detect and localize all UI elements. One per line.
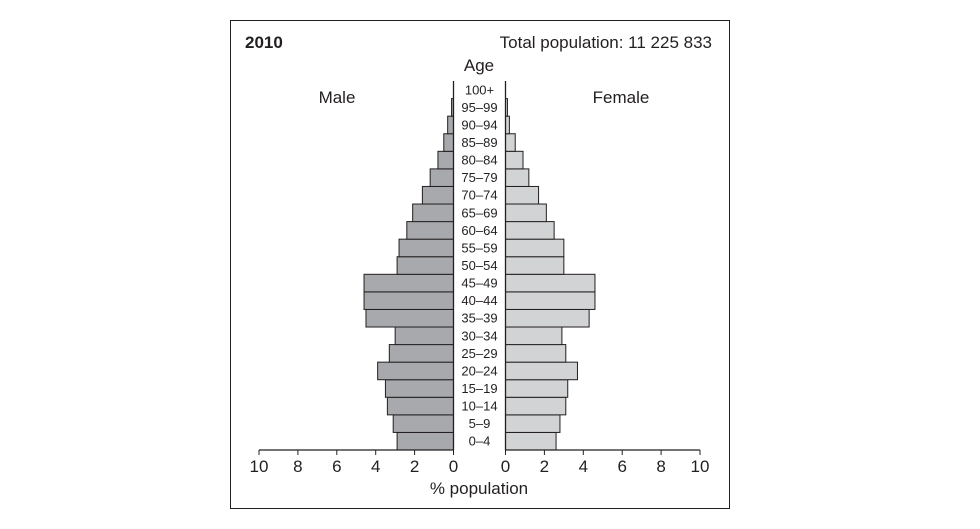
bar-female-70–74 — [505, 185, 540, 205]
age-label: 10–14 — [461, 399, 497, 414]
bar-female-55–59 — [505, 238, 565, 258]
bar-male-65–69 — [412, 203, 454, 223]
bar-male-80–84 — [437, 150, 455, 170]
male-label: Male — [319, 88, 356, 107]
total-population-label: Total population: 11 225 833 — [500, 33, 712, 52]
bar-male-75–79 — [429, 168, 455, 187]
age-label: 100+ — [465, 82, 494, 97]
bar-female-85–89 — [505, 133, 516, 152]
bar-male-10–14 — [386, 396, 454, 416]
tick-label-male: 10 — [250, 457, 269, 476]
bar-female-65–69 — [505, 203, 547, 223]
bar-male-35–39 — [365, 308, 455, 328]
bar-male-45–49 — [363, 273, 454, 293]
bar-female-0–4 — [505, 431, 557, 451]
bar-male-90–94 — [447, 115, 455, 135]
age-label: 65–69 — [461, 205, 497, 220]
bar-male-15–19 — [384, 379, 454, 398]
age-label: 90–94 — [461, 117, 497, 132]
bar-female-75–79 — [505, 168, 530, 187]
bar-male-50–54 — [396, 256, 454, 275]
age-label: 20–24 — [461, 363, 497, 378]
age-label: 95–99 — [461, 100, 497, 115]
bar-female-40–44 — [505, 291, 596, 310]
age-label: 25–29 — [461, 346, 497, 361]
tick-label-male: 8 — [293, 457, 302, 476]
age-axis-label: Age — [464, 56, 494, 75]
age-label: 55–59 — [461, 240, 497, 255]
bar-female-10–14 — [505, 396, 567, 416]
tick-label-female: 10 — [691, 457, 710, 476]
bar-female-20–24 — [505, 361, 578, 381]
bar-male-60–64 — [406, 221, 455, 240]
x-axis-label: % population — [430, 479, 528, 498]
bar-female-5–9 — [505, 414, 561, 433]
female-label: Female — [593, 88, 650, 107]
chart-frame — [230, 20, 730, 509]
age-label: 70–74 — [461, 188, 497, 203]
bar-male-5–9 — [392, 414, 454, 433]
age-label: 85–89 — [461, 135, 497, 150]
age-label: 75–79 — [461, 170, 497, 185]
tick-label-female: 4 — [579, 457, 588, 476]
tick-label-male: 0 — [449, 457, 458, 476]
age-label: 40–44 — [461, 293, 497, 308]
bar-male-55–59 — [398, 238, 455, 258]
bar-male-70–74 — [421, 185, 455, 205]
bar-male-25–29 — [388, 344, 454, 363]
age-label: 80–84 — [461, 153, 497, 168]
age-label: 45–49 — [461, 276, 497, 291]
tick-label-female: 2 — [540, 457, 549, 476]
age-label: 60–64 — [461, 223, 497, 238]
bar-female-45–49 — [505, 273, 596, 293]
bar-male-40–44 — [363, 291, 454, 310]
tick-label-female: 0 — [501, 457, 510, 476]
year-label: 2010 — [245, 33, 283, 52]
age-label: 50–54 — [461, 258, 497, 273]
tick-label-female: 8 — [656, 457, 665, 476]
tick-label-female: 6 — [617, 457, 626, 476]
bar-male-30–34 — [394, 326, 454, 346]
age-label: 0–4 — [469, 434, 491, 449]
bar-female-60–64 — [505, 221, 555, 240]
bar-female-30–34 — [505, 326, 563, 346]
age-label: 15–19 — [461, 381, 497, 396]
bar-female-50–54 — [505, 256, 565, 275]
tick-label-male: 2 — [410, 457, 419, 476]
age-label: 30–34 — [461, 328, 497, 343]
bar-female-80–84 — [505, 150, 524, 170]
bar-male-0–4 — [396, 431, 454, 451]
bar-male-20–24 — [377, 361, 454, 381]
tick-label-male: 4 — [371, 457, 380, 476]
age-label: 35–39 — [461, 311, 497, 326]
tick-label-male: 6 — [332, 457, 341, 476]
bar-female-35–39 — [505, 308, 590, 328]
age-label: 5–9 — [469, 416, 491, 431]
bar-male-85–89 — [443, 133, 454, 152]
bar-female-15–19 — [505, 379, 569, 398]
bar-female-25–29 — [505, 344, 567, 363]
